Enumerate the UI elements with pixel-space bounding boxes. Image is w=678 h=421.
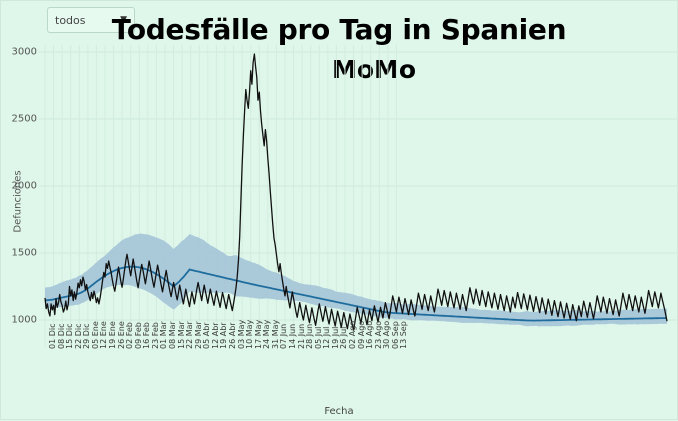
y-axis-label: Defunciones <box>12 170 24 233</box>
x-tick-label: 24 May <box>262 319 272 349</box>
x-tick-label: 14 Jun <box>287 323 297 349</box>
x-tick-label: 29 Dic <box>82 323 92 349</box>
y-tick-label: 2500 <box>11 113 37 125</box>
chevron-down-icon: ▼ <box>120 14 127 25</box>
x-tick-label: 19 Ene <box>107 321 117 349</box>
region-filter-value: todos <box>55 13 86 27</box>
chart-subtitle: MoMo <box>331 55 417 84</box>
x-tick-label: 26 Abr <box>227 322 237 349</box>
x-tick-label: 08 Mar <box>167 321 177 349</box>
x-tick-label: 05 Abr <box>202 322 212 349</box>
x-tick-label: 12 Jul <box>322 326 332 349</box>
y-tick-label: 3000 <box>11 46 37 58</box>
y-tick-label: 1500 <box>11 247 37 259</box>
x-tick-label: 15 Dic <box>65 323 75 349</box>
expected-deaths-line <box>44 265 667 322</box>
x-tick-label: 02 Ago <box>347 320 357 349</box>
y-tick-label: 1000 <box>11 314 37 326</box>
x-tick-label: 10 May <box>245 319 255 349</box>
x-tick-label: 28 Jun <box>305 323 315 349</box>
region-filter-dropdown[interactable]: todos ▼ <box>47 7 135 33</box>
x-tick-label: 01 Dic <box>48 323 57 349</box>
chart-title: Todesfälle pro Tag in Spanien <box>111 13 567 46</box>
confidence-band <box>45 233 667 327</box>
x-tick-label: 16 Feb <box>142 322 152 349</box>
y-tick-label: 2000 <box>11 180 37 192</box>
x-tick-label: 16 Ago <box>365 320 375 349</box>
x-tick-label: 22 Mar <box>185 321 195 349</box>
observed-deaths-line <box>44 53 668 331</box>
x-axis-label: Fecha <box>324 406 354 417</box>
x-tick-label: 02 Feb <box>125 322 135 349</box>
x-tick-label: 13 Sep <box>399 321 409 349</box>
x-tick-label: 30 Ago <box>382 320 392 349</box>
